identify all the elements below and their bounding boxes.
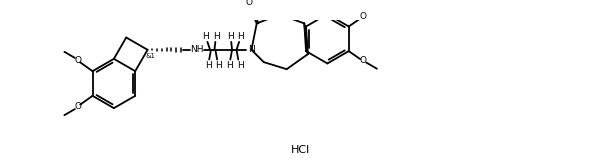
Text: H: H bbox=[226, 61, 233, 70]
Text: O: O bbox=[75, 102, 82, 111]
Text: H: H bbox=[216, 61, 222, 70]
Text: H: H bbox=[237, 61, 244, 70]
Text: N: N bbox=[248, 45, 255, 54]
Text: O: O bbox=[75, 56, 82, 65]
Text: H: H bbox=[205, 61, 212, 70]
Text: NH: NH bbox=[190, 45, 203, 54]
Text: O: O bbox=[359, 12, 367, 21]
Text: H: H bbox=[202, 32, 209, 41]
Text: H: H bbox=[213, 32, 220, 41]
Text: H: H bbox=[238, 32, 244, 41]
Text: HCl: HCl bbox=[291, 145, 310, 155]
Text: H: H bbox=[227, 32, 234, 41]
Text: O: O bbox=[359, 56, 367, 65]
Text: &1: &1 bbox=[145, 53, 155, 59]
Text: O: O bbox=[245, 0, 252, 7]
